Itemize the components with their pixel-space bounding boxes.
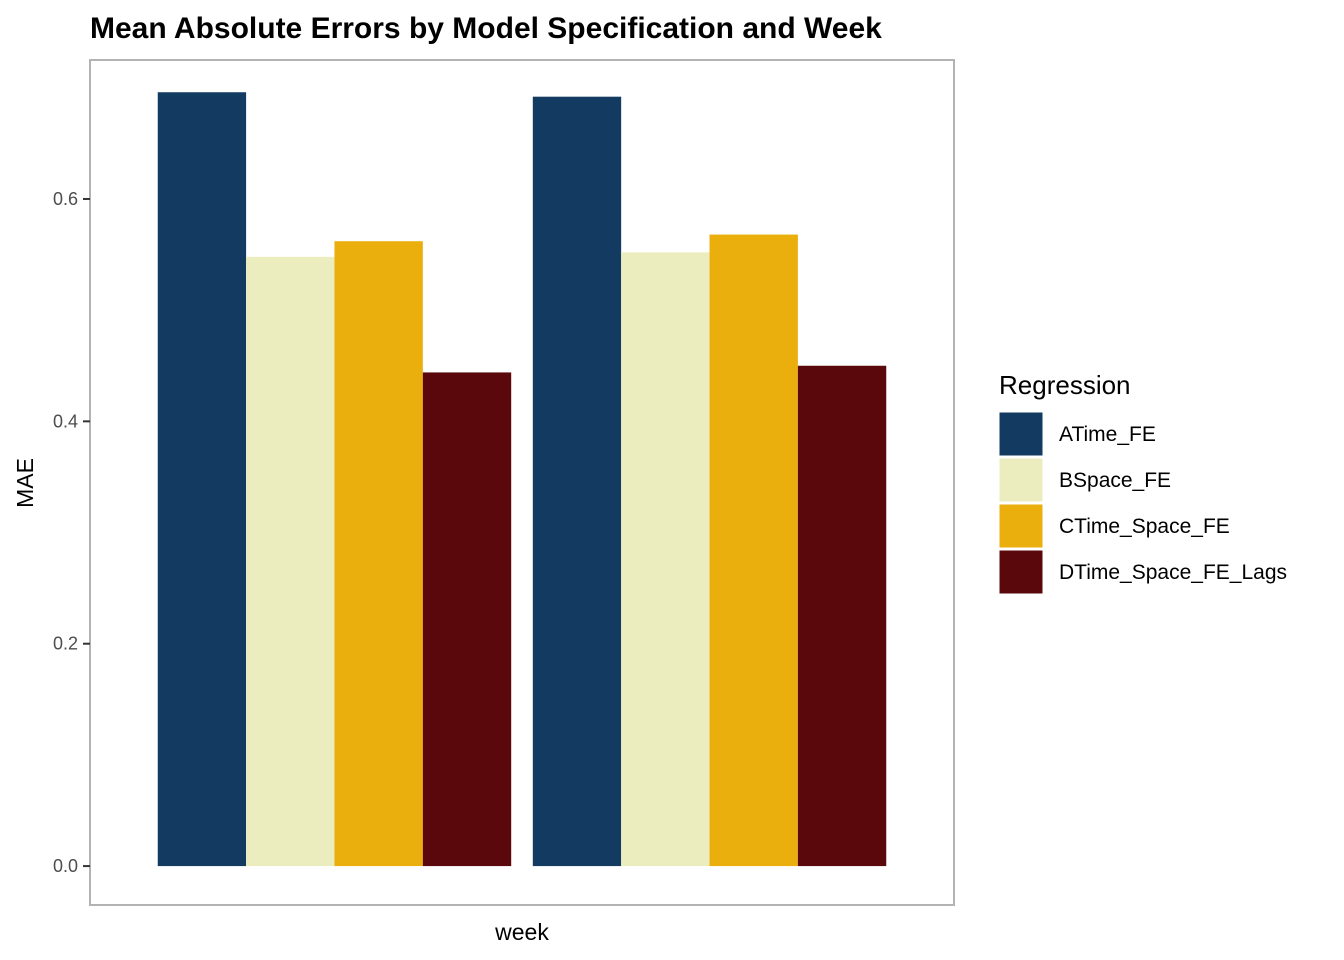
bar-bspace-fe-group-2 — [621, 252, 710, 867]
legend-label-dtime-space-fe-lags: DTime_Space_FE_Lags — [1059, 561, 1287, 584]
legend: Regression ATime_FE BSpace_FE CTime_Space_… — [998, 370, 1287, 595]
bar-atime-fe-group-1 — [157, 92, 247, 867]
y-axis-title: MAE — [12, 458, 38, 508]
plot-border — [89, 59, 955, 906]
legend-key-bspace-fe — [998, 457, 1044, 503]
legend-label-ctime-space-fe: CTime_Space_FE — [1059, 515, 1230, 538]
legend-key-atime-fe — [998, 411, 1044, 457]
legend-label-atime-fe: ATime_FE — [1059, 423, 1156, 446]
chart-title: Mean Absolute Errors by Model Specificat… — [90, 12, 882, 45]
legend-key-dtime-space-fe-lags — [998, 549, 1044, 595]
bar-ctime-space-fe-group-2 — [709, 234, 798, 867]
legend-label-bspace-fe: BSpace_FE — [1059, 469, 1171, 492]
plot-area — [89, 59, 955, 906]
legend-key-ctime-space-fe — [998, 503, 1044, 549]
bar-atime-fe-group-2 — [532, 96, 622, 867]
y-tick-label: 0.0 — [53, 856, 78, 876]
y-tick-label: 0.2 — [53, 634, 78, 654]
y-tick-label: 0.4 — [53, 411, 78, 431]
legend-title: Regression — [999, 370, 1131, 400]
x-axis-title: week — [494, 919, 549, 945]
bar-dtime-space-fe-lags-group-2 — [797, 365, 887, 867]
bar-dtime-space-fe-lags-group-1 — [422, 372, 512, 867]
y-tick-label: 0.6 — [53, 189, 78, 209]
y-axis: 0.0 0.2 0.4 0.6 — [53, 189, 90, 876]
bar-ctime-space-fe-group-1 — [334, 241, 423, 867]
bar-bspace-fe-group-1 — [246, 256, 335, 867]
